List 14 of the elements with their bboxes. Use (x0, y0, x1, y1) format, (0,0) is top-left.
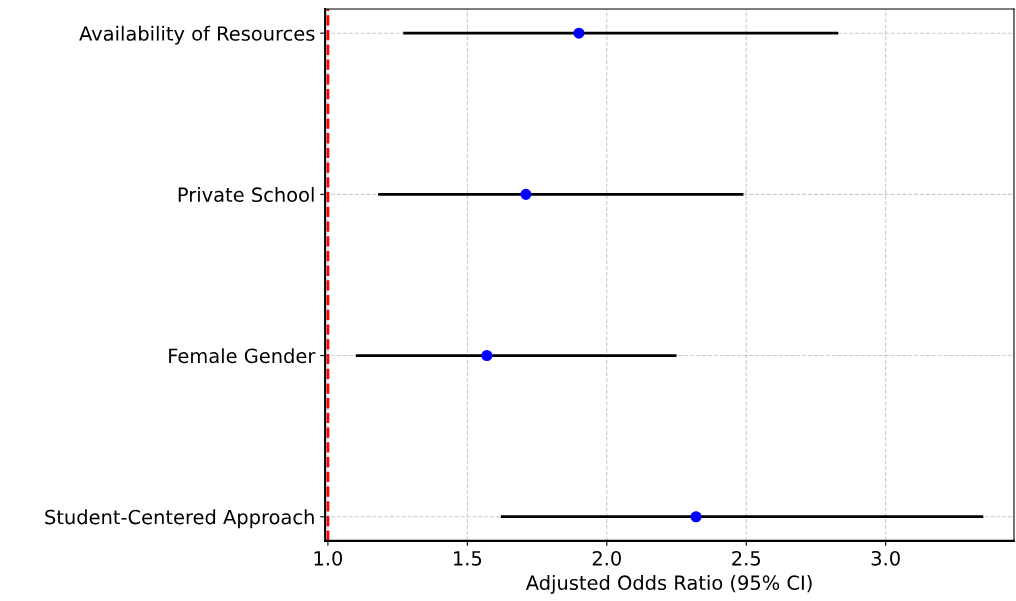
x-tick-label: 3.0 (871, 550, 900, 566)
x-tick-label: 2.0 (592, 550, 621, 566)
point (690, 511, 702, 523)
x-axis-title: Adjusted Odds Ratio (95% CI) (525, 575, 812, 594)
x-tick-label: 2.5 (732, 550, 760, 566)
point (520, 188, 532, 200)
y-tick-label: Female Gender (169, 348, 316, 364)
point (481, 349, 493, 362)
y-tick-label: Private School (178, 186, 314, 203)
x-tick-label: 1.5 (454, 551, 482, 566)
y-tick-label: Student-Centered Approach (45, 509, 314, 529)
point (573, 27, 585, 39)
y-tick-label: Availability of Resources (79, 25, 315, 45)
x-tick-label: 1.0 (314, 550, 343, 566)
